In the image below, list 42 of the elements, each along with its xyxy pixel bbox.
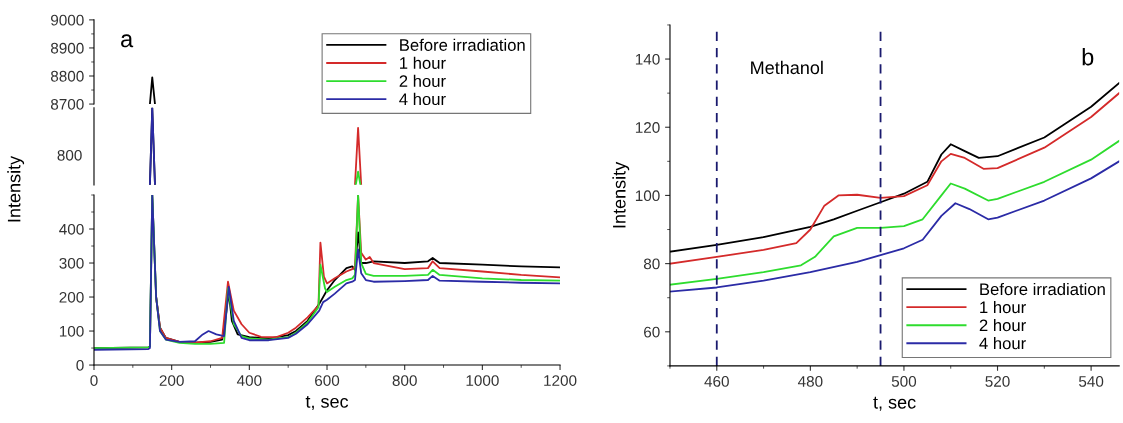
legend-label: 2 hour [979,318,1026,332]
x-tick-label: 480 [797,376,823,387]
x-tick-label: 1000 [466,375,499,386]
x-tick-label: 500 [891,376,917,387]
y-tick-label: 8800 [50,70,84,82]
y-axis-title: Intensity [612,161,630,228]
y-tick-label: 0 [76,359,84,371]
text: 800 [57,149,82,161]
legend-label: 4 hour [399,92,446,106]
y-tick-label: 8700 [50,98,84,110]
y-tick-label: 140 [635,53,660,65]
x-axis-title: t, sec [305,395,349,410]
y-tick-label: 400 [59,223,84,235]
annotation: a [121,34,134,48]
x-tick-label: 400 [236,375,262,386]
y-tick-label: 60 [644,326,660,338]
x-axis-title: t, sec [873,396,916,411]
x-tick-label: 0 [90,375,98,386]
x-tick-label: 540 [1078,376,1104,387]
y-tick-label: 200 [59,291,84,303]
y-tick-label: 120 [635,122,660,133]
x-tick-label: 520 [985,376,1010,387]
y-tick-label: 80 [643,258,660,270]
legend-label: 1 hour [980,300,1026,314]
y-tick-label: 8900 [50,42,84,54]
x-tick-label: 1200 [544,375,577,386]
x-tick-label: 600 [315,375,340,386]
legend-label: 1 hour [400,56,446,69]
y-tick-label: 300 [59,257,84,269]
legend-label: 2 hour [399,74,446,88]
x-tick-label: 460 [704,376,729,387]
annotation: Methanol [751,60,823,75]
y-tick-label: 100 [59,325,84,337]
legend-label: 4 hour [979,337,1026,350]
legend-label: Before irradiation [400,38,525,51]
y-axis-title: Intensity [7,155,25,222]
legend-label: Before irradiation [980,282,1105,296]
x-tick-label: 200 [159,375,184,386]
x-tick-label: 800 [392,375,417,386]
y-tick-label: 100 [635,190,660,202]
annotation: b [1082,48,1094,66]
y-tick-label: 9000 [51,14,84,26]
